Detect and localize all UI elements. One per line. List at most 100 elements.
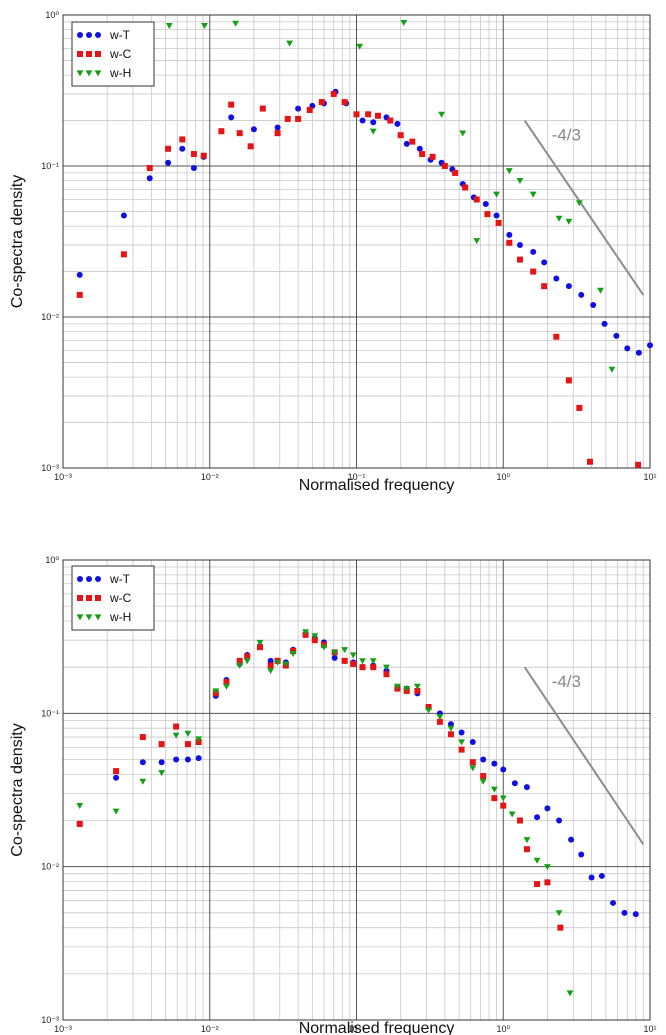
data-point [76,271,83,278]
legend-marker [95,595,101,601]
data-point [112,808,120,815]
legend-marker [85,614,93,621]
data-point [601,320,608,327]
y-tick-label: 10⁻¹ [41,708,59,718]
data-point [436,714,444,721]
legend-marker [94,614,102,621]
data-point [331,654,338,661]
data-point [228,101,235,108]
data-point [598,872,605,879]
data-point [232,20,239,27]
data-point [447,725,455,732]
legend-marker [95,32,101,38]
data-point [184,756,191,763]
data-point [179,145,186,152]
legend-entry: w-T [77,572,131,586]
x-tick-label: 10⁻³ [54,472,72,482]
x-tick-label: 10⁻¹ [348,472,366,482]
legend-marker [95,51,101,57]
data-point [172,732,180,739]
data-point [473,196,480,203]
data-points [76,20,653,468]
data-point [365,111,372,118]
data-point [76,820,83,827]
data-point [212,688,220,695]
data-point [387,117,394,124]
x-tick-label: 10⁻¹ [348,1024,366,1034]
data-point [452,169,459,176]
data-point [190,151,197,158]
data-point [491,760,498,767]
data-point [330,90,337,97]
data-point [566,990,574,997]
data-point [158,770,166,777]
data-point [597,287,604,294]
legend-entry: w-C [77,591,132,605]
legend-marker [86,576,92,582]
data-point [341,647,349,654]
slope-label: -4/3 [552,672,581,691]
data-point [484,211,491,218]
data-point [541,283,548,290]
data-point [173,756,180,763]
y-tick-label: 10⁻² [41,312,59,322]
data-point [608,366,616,373]
data-point [516,817,523,824]
legend-label: w-T [109,572,131,586]
data-point [534,814,541,821]
data-point [228,114,235,121]
data-point [311,637,318,644]
data-point [425,703,432,710]
data-point [441,163,448,169]
data-point [458,729,465,736]
series-w-h [165,20,616,373]
data-point [632,911,639,918]
series-w-t [76,88,653,356]
data-point [274,659,282,666]
data-point [544,879,551,886]
data-point [190,164,197,171]
data-point [146,175,153,182]
data-point [267,667,275,674]
data-point [568,836,575,843]
x-tick-label: 10⁻³ [54,1024,72,1034]
x-tick-label: 10⁰ [496,472,510,482]
legend-marker [77,595,83,601]
legend-marker [77,51,83,57]
data-point [274,130,281,137]
legend-label: w-H [109,610,131,624]
data-point [286,40,293,47]
legend-marker [77,32,83,38]
data-point [516,178,524,185]
data-point [113,774,120,781]
data-point [533,857,541,864]
data-point [341,657,348,664]
y-axis-label: Co-spectra density [9,175,26,308]
data-point [523,837,531,844]
legend-marker [76,70,84,77]
data-point [586,458,593,465]
legend-label: w-C [109,591,132,605]
x-tick-label: 10¹ [643,472,656,482]
data-point [359,658,366,665]
legend: w-T w-C w-H [71,565,155,631]
plot-frame [62,14,651,469]
legend-entry: w-T [77,28,131,42]
data-point [506,239,513,246]
grid [62,14,651,469]
data-point [200,152,207,159]
legend-marker [86,595,92,601]
legend-marker [94,70,102,77]
legend-entry: w-H [76,610,131,624]
data-point [341,99,348,106]
data-point [302,629,310,636]
data-point [447,731,454,738]
data-point [76,803,84,810]
data-point [218,128,225,135]
data-point [236,662,244,669]
data-point [267,662,274,669]
data-point [173,723,180,730]
legend-box [71,21,155,87]
data-point [184,730,192,737]
data-point [499,795,507,802]
